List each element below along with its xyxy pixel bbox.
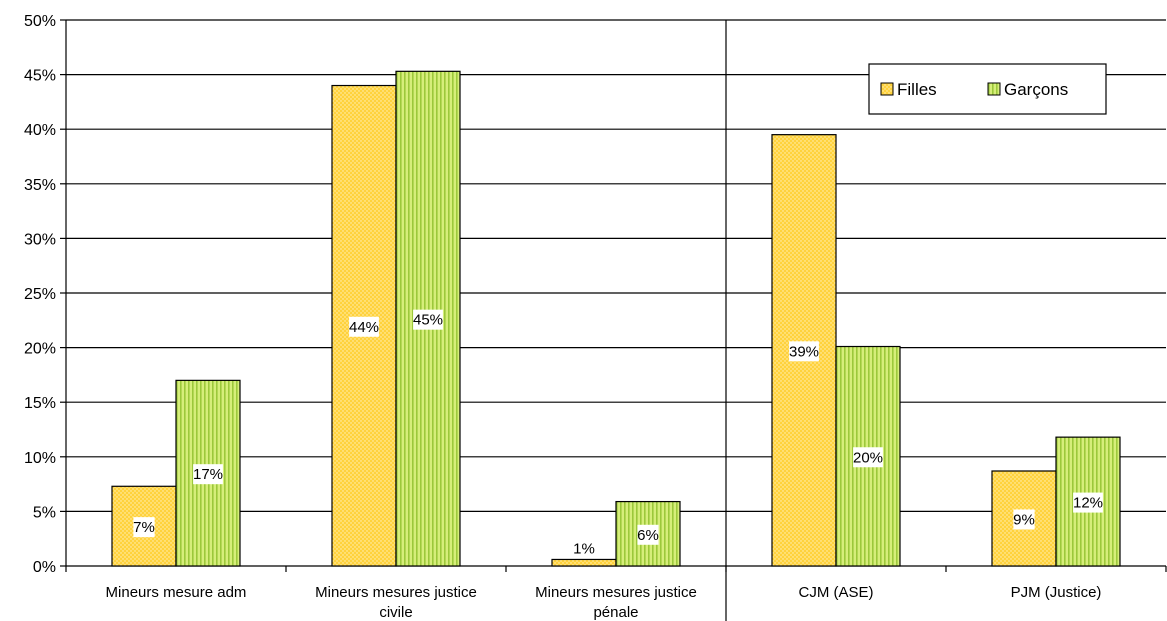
data-labels: 7% 17% 44% 45% 1% 6% 39% 20% 9% 12% <box>133 309 1103 559</box>
legend-label-garcons: Garçons <box>1004 80 1068 99</box>
y-tick-label: 25% <box>24 286 56 303</box>
data-label: 1% <box>573 540 595 557</box>
data-label-bg <box>349 316 379 337</box>
x-category-label: Mineurs mesure adm <box>106 584 247 601</box>
y-tick-label: 20% <box>24 341 56 358</box>
legend-swatch-filles <box>880 82 894 96</box>
y-tick-label: 15% <box>24 395 56 412</box>
data-label-bg <box>789 341 819 362</box>
legend-swatch-garcons <box>987 82 1001 96</box>
y-tick-label: 0% <box>33 559 56 576</box>
y-tick-label: 35% <box>24 177 56 194</box>
data-label-bg <box>193 464 223 485</box>
data-label-bg <box>133 517 155 538</box>
bar-garcons <box>175 379 241 567</box>
bar-filles <box>551 558 617 567</box>
data-label-bg <box>637 524 659 545</box>
y-tick-label: 30% <box>24 231 56 248</box>
y-tick-label: 50% <box>24 13 56 30</box>
data-label: 9% <box>1013 511 1035 528</box>
data-label-bg <box>1013 509 1035 530</box>
data-label: 17% <box>193 466 223 483</box>
legend: Filles Garçons <box>868 63 1107 115</box>
data-label: 7% <box>133 519 155 536</box>
data-label: 12% <box>1073 495 1103 512</box>
data-label: 45% <box>413 312 443 329</box>
data-label-bg <box>853 447 883 468</box>
y-tick-label: 5% <box>33 504 56 521</box>
data-label: 39% <box>789 343 819 360</box>
x-category-label: Mineurs mesures justice <box>535 584 697 601</box>
y-tick-label: 40% <box>24 122 56 139</box>
x-category-label: pénale <box>593 604 638 621</box>
data-label-bg <box>413 309 443 330</box>
y-tick-label: 10% <box>24 450 56 467</box>
legend-label-filles: Filles <box>897 80 937 99</box>
data-label: 20% <box>853 449 883 466</box>
x-category-label: CJM (ASE) <box>799 584 874 601</box>
x-category-label: Mineurs mesures justice <box>315 584 477 601</box>
data-label: 44% <box>349 319 379 336</box>
bars <box>111 70 1121 567</box>
data-label-bg <box>1073 492 1103 513</box>
x-category-label: PJM (Justice) <box>1011 584 1102 601</box>
grid-lines <box>66 19 1166 512</box>
data-label: 6% <box>637 527 659 544</box>
data-label-bg <box>573 538 595 559</box>
x-category-label: civile <box>379 604 412 621</box>
y-tick-label: 45% <box>24 68 56 85</box>
